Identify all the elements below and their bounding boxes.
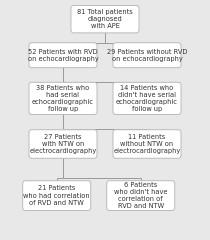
FancyBboxPatch shape <box>29 43 97 68</box>
Text: 21 Patients
who had correlation
of RVD and NTW: 21 Patients who had correlation of RVD a… <box>23 185 90 206</box>
FancyBboxPatch shape <box>71 6 139 33</box>
FancyBboxPatch shape <box>107 181 175 210</box>
Text: 52 Patients with RVD
on echocardiography: 52 Patients with RVD on echocardiography <box>28 48 98 62</box>
Text: 81 Total patients
diagnosed
with APE: 81 Total patients diagnosed with APE <box>77 9 133 30</box>
Text: 14 Patients who
didn't have serial
echocardiographic
follow up: 14 Patients who didn't have serial echoc… <box>116 84 178 112</box>
FancyBboxPatch shape <box>113 43 181 68</box>
FancyBboxPatch shape <box>113 82 181 114</box>
FancyBboxPatch shape <box>113 130 181 158</box>
Text: 38 Patients who
had serial
echocardiographic
follow up: 38 Patients who had serial echocardiogra… <box>32 84 94 112</box>
FancyBboxPatch shape <box>29 82 97 114</box>
FancyBboxPatch shape <box>23 181 91 210</box>
Text: 6 Patients
who didn't have
correlation of
RVD and NTW: 6 Patients who didn't have correlation o… <box>114 182 167 210</box>
Text: 27 Patients
with NTW on
electrocardiography: 27 Patients with NTW on electrocardiogra… <box>29 134 97 154</box>
Text: 29 Patients without RVD
on echocardiography: 29 Patients without RVD on echocardiogra… <box>107 48 187 62</box>
FancyBboxPatch shape <box>29 130 97 158</box>
Text: 11 Patients
without NTW on
electrocardiography: 11 Patients without NTW on electrocardio… <box>113 134 181 154</box>
